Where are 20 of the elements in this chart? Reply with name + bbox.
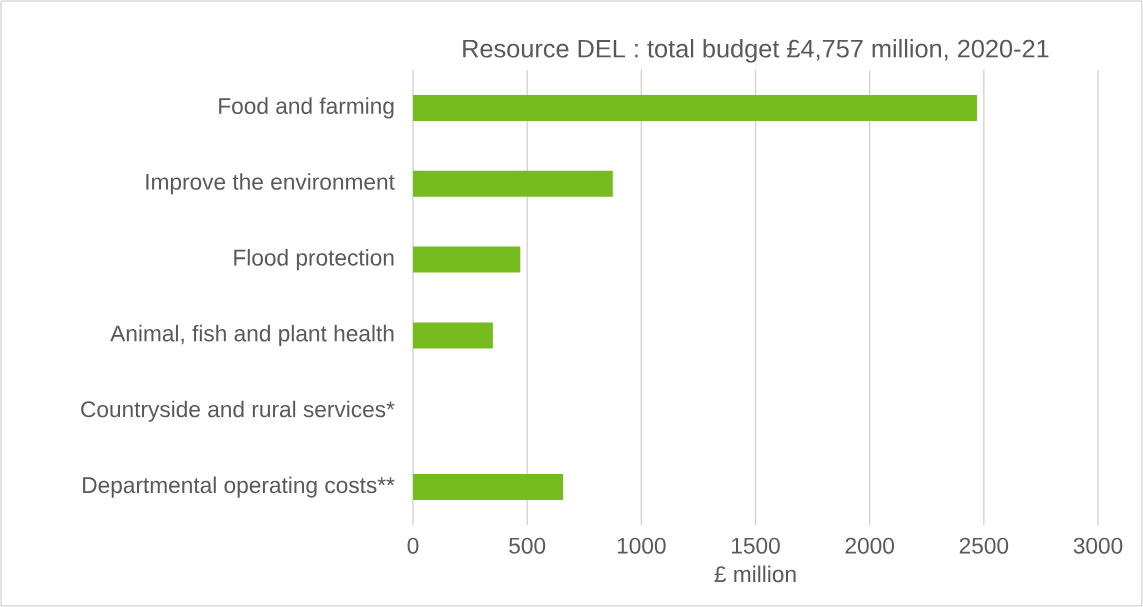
x-tick-label: 3000 xyxy=(1073,537,1123,554)
bar xyxy=(413,94,977,121)
y-tick-label: Departmental operating costs** xyxy=(83,476,395,498)
y-tick-label: Countryside and rural services* xyxy=(81,400,395,422)
chart-title: Resource DEL : total budget £4,757 million, 2020-21 xyxy=(463,39,1049,63)
bar xyxy=(413,246,521,273)
x-tick-label: 2500 xyxy=(959,537,1009,554)
y-tick-label: Food and farming xyxy=(219,97,394,119)
x-tick-label: 0 xyxy=(407,537,419,554)
bar xyxy=(413,322,493,349)
x-tick-label: 1500 xyxy=(732,537,780,554)
y-tick-label: Flood protection xyxy=(234,249,394,271)
bar xyxy=(413,170,613,197)
x-axis-title: £ million xyxy=(714,565,796,583)
y-tick-label: Animal, fish and plant health xyxy=(110,324,394,346)
x-tick-label: 2000 xyxy=(845,537,894,554)
x-tick-label: 1000 xyxy=(617,537,666,554)
y-tick-label: Improve the environment xyxy=(146,173,395,195)
bar xyxy=(413,474,564,501)
x-tick-label: 500 xyxy=(509,537,546,554)
